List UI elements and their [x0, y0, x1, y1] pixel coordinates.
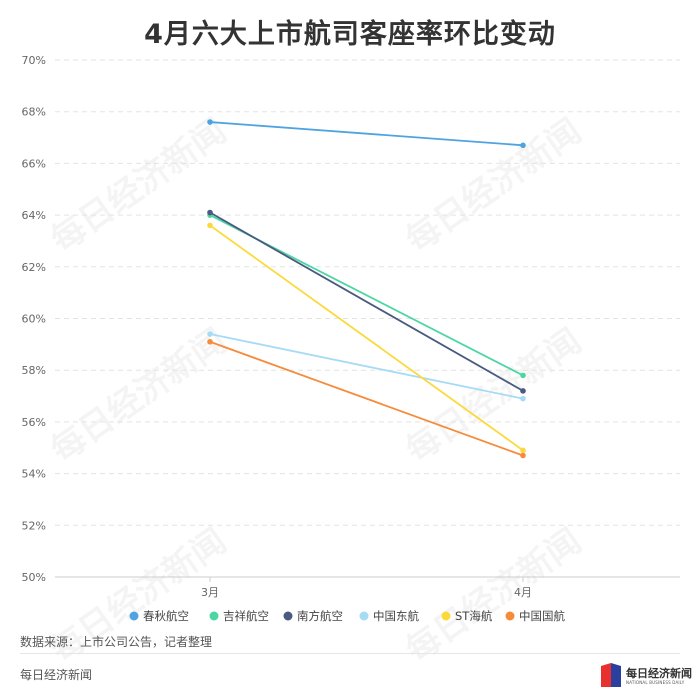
data-point[interactable]	[207, 119, 213, 125]
logo-text: 每日经济新闻	[626, 667, 692, 680]
footer-brand: 每日经济新闻	[20, 668, 93, 682]
series-0	[207, 119, 526, 149]
source-note: 数据来源：上市公司公告，记者整理	[20, 635, 213, 649]
legend-swatch	[283, 611, 293, 621]
series-line	[209, 340, 524, 457]
watermark-text: 每日经济新闻	[399, 111, 589, 261]
legend-swatch	[441, 611, 451, 621]
legend-label: 南方航空	[297, 609, 343, 623]
watermark-text: 每日经济新闻	[399, 321, 589, 471]
watermark-text: 每日经济新闻	[399, 521, 589, 671]
series-3	[207, 331, 526, 402]
y-tick-label: 52%	[22, 519, 46, 532]
chart-legend: 春秋航空 吉祥航空 南方航空 中国东航 ST海航 中国国航	[129, 609, 566, 623]
series-2	[207, 209, 526, 394]
y-tick-label: 50%	[22, 571, 46, 584]
y-tick-label: 68%	[22, 106, 46, 119]
watermark-text: 每日经济新闻	[44, 111, 234, 261]
watermark-text: 每日经济新闻	[44, 321, 234, 471]
legend-item[interactable]: 春秋航空	[129, 609, 190, 623]
data-point[interactable]	[520, 372, 526, 379]
nbd-logo-icon	[601, 663, 621, 687]
legend-label: 中国东航	[373, 609, 419, 623]
logo-subtext: NATIONAL BUSINESS DAILY	[626, 680, 685, 685]
legend-item[interactable]: 中国国航	[505, 609, 566, 623]
series-line	[209, 224, 524, 452]
series-5	[207, 338, 526, 459]
legend-swatch	[129, 611, 139, 621]
data-point[interactable]	[207, 338, 213, 345]
y-tick-label: 58%	[22, 364, 46, 377]
y-tick-label: 70%	[22, 54, 46, 67]
data-point[interactable]	[207, 222, 213, 229]
y-tick-label: 66%	[22, 157, 46, 170]
legend-label: 中国国航	[519, 609, 565, 623]
y-tick-label: 64%	[22, 209, 46, 222]
legend-swatch	[505, 611, 515, 621]
data-point[interactable]	[520, 452, 526, 459]
y-tick-label: 56%	[22, 416, 46, 429]
x-tick-label: 4月	[514, 586, 532, 599]
data-point[interactable]	[520, 395, 526, 402]
legend-item[interactable]: 吉祥航空	[209, 609, 270, 623]
data-point[interactable]	[520, 447, 526, 454]
data-point[interactable]	[520, 388, 526, 394]
series-4	[207, 222, 526, 454]
legend-label: 吉祥航空	[223, 609, 269, 623]
legend-swatch	[359, 611, 369, 621]
y-axis-ticks: 50% 52% 54% 56% 58% 60% 62% 64% 66% 68% 70%	[22, 54, 46, 584]
y-tick-label: 62%	[22, 261, 46, 274]
x-axis: 3月 4月	[201, 577, 532, 599]
chart-grid	[55, 59, 680, 578]
series-line	[209, 211, 524, 392]
x-tick-label: 3月	[201, 586, 219, 599]
y-tick-label: 54%	[22, 468, 46, 481]
y-tick-label: 60%	[22, 313, 46, 326]
series-line	[209, 121, 524, 147]
data-point[interactable]	[207, 209, 213, 216]
legend-item[interactable]: ST海航	[441, 609, 493, 623]
footer-divider	[20, 653, 680, 654]
chart-title: 4月六大上市航司客座率环比变动	[144, 19, 556, 50]
legend-label: ST海航	[455, 609, 493, 623]
series-line	[209, 333, 524, 400]
data-point[interactable]	[520, 142, 526, 149]
data-point[interactable]	[207, 331, 213, 337]
legend-label: 春秋航空	[143, 609, 189, 623]
legend-swatch	[209, 611, 219, 621]
legend-item[interactable]: 南方航空	[283, 609, 344, 623]
series-lines	[207, 119, 526, 459]
legend-item[interactable]: 中国东航	[359, 609, 420, 623]
brand-logo: 每日经济新闻 NATIONAL BUSINESS DAILY	[600, 662, 696, 690]
